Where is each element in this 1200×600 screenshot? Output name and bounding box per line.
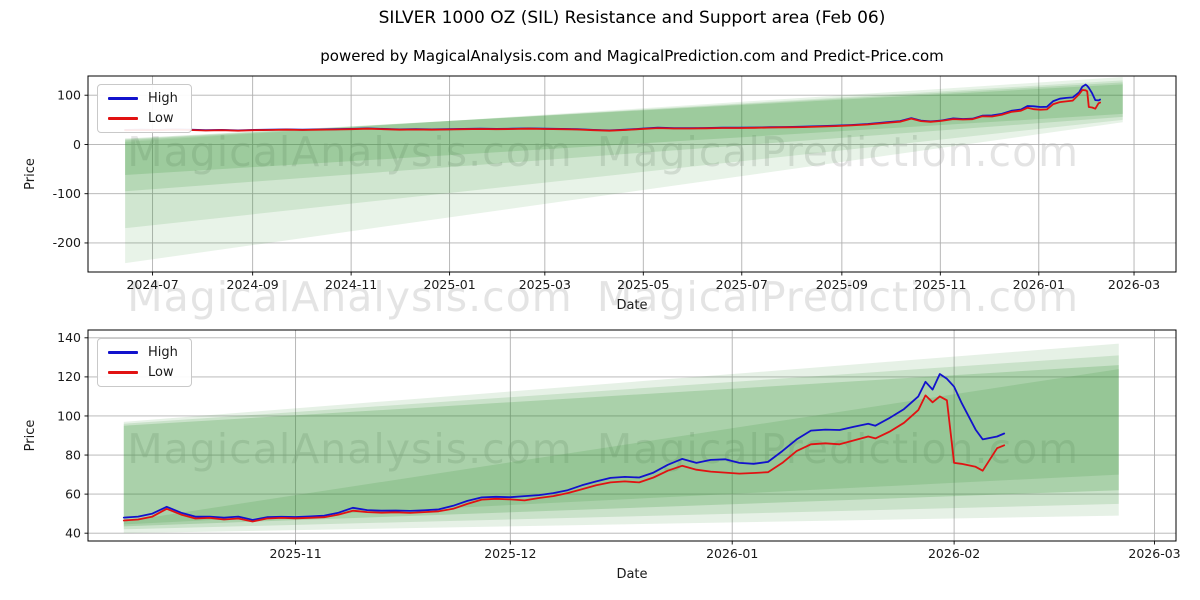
figure-title: SILVER 1000 OZ (SIL) Resistance and Supp… [378,8,886,28]
x-axis-label: Date [616,298,647,313]
legend-item-high: High [108,346,178,359]
low-line-swatch [108,371,138,374]
support-resistance-band [123,369,1119,525]
legend-item-high: High [108,92,178,105]
x-tick-label: 2026-02 [928,546,980,561]
support-resistance-band [125,82,1123,192]
x-tick-label: 2026-01 [706,546,758,561]
x-tick-label: 2025-03 [519,277,571,292]
legend-item-low: Low [108,366,178,379]
low-line-swatch [108,117,138,120]
legend-high-label: High [148,345,178,360]
y-tick-label: -100 [53,186,81,201]
legend-low-label: Low [148,365,174,380]
x-tick-label: 2025-11 [269,546,321,561]
support-resistance-band [123,365,1119,527]
high-line-swatch [108,97,138,100]
y-tick-label: 40 [65,525,81,540]
y-tick-label: 140 [57,330,81,345]
x-tick-label: 2026-03 [1108,277,1160,292]
y-tick-label: 100 [57,88,81,103]
x-tick-label: 2024-07 [126,277,178,292]
high-line-swatch [108,351,138,354]
x-tick-label: 2025-11 [914,277,966,292]
x-tick-label: 2025-09 [816,277,868,292]
low-price-line [124,89,1101,132]
high-price-line [122,373,1006,521]
legend-low-label: Low [148,111,174,126]
x-tick-label: 2025-05 [617,277,669,292]
legend-top-chart: High Low [97,84,192,133]
y-tick-label: 0 [73,137,81,152]
support-resistance-band [125,80,1123,229]
y-axis-label: Price [23,158,38,190]
y-tick-label: 60 [65,486,81,501]
support-resistance-band [123,355,1119,530]
legend-high-label: High [148,91,178,106]
plot-border [87,75,1177,273]
figure-subtitle: powered by MagicalAnalysis.com and Magic… [320,47,944,65]
legend-item-low: Low [108,112,178,125]
low-price-line [122,394,1006,523]
x-tick-label: 2026-01 [1013,277,1065,292]
y-axis-label: Price [23,420,38,452]
bottom-chart: 2025-11 2025-12 2026-01 2026-02 2026-03 40 60 8… [23,329,1181,582]
x-tick-label: 2025-12 [484,546,536,561]
plot-border [87,329,1177,542]
x-tick-label: 2025-07 [716,277,768,292]
x-tick-label: 2024-09 [227,277,279,292]
y-tick-label: -200 [53,235,81,250]
x-tick-label: 2026-03 [1128,546,1180,561]
x-tick-label: 2025-01 [423,277,475,292]
y-tick-label: 80 [65,447,81,462]
y-tick-label: 120 [57,369,81,384]
x-axis-label: Date [616,567,647,582]
legend-bottom-chart: High Low [97,338,192,387]
top-chart: 2024-07 2024-09 2024-11 2025-01 2025-03 2025-… [23,75,1177,313]
support-resistance-band [123,343,1119,534]
x-tick-label: 2024-11 [325,277,377,292]
y-tick-label: 100 [57,408,81,423]
